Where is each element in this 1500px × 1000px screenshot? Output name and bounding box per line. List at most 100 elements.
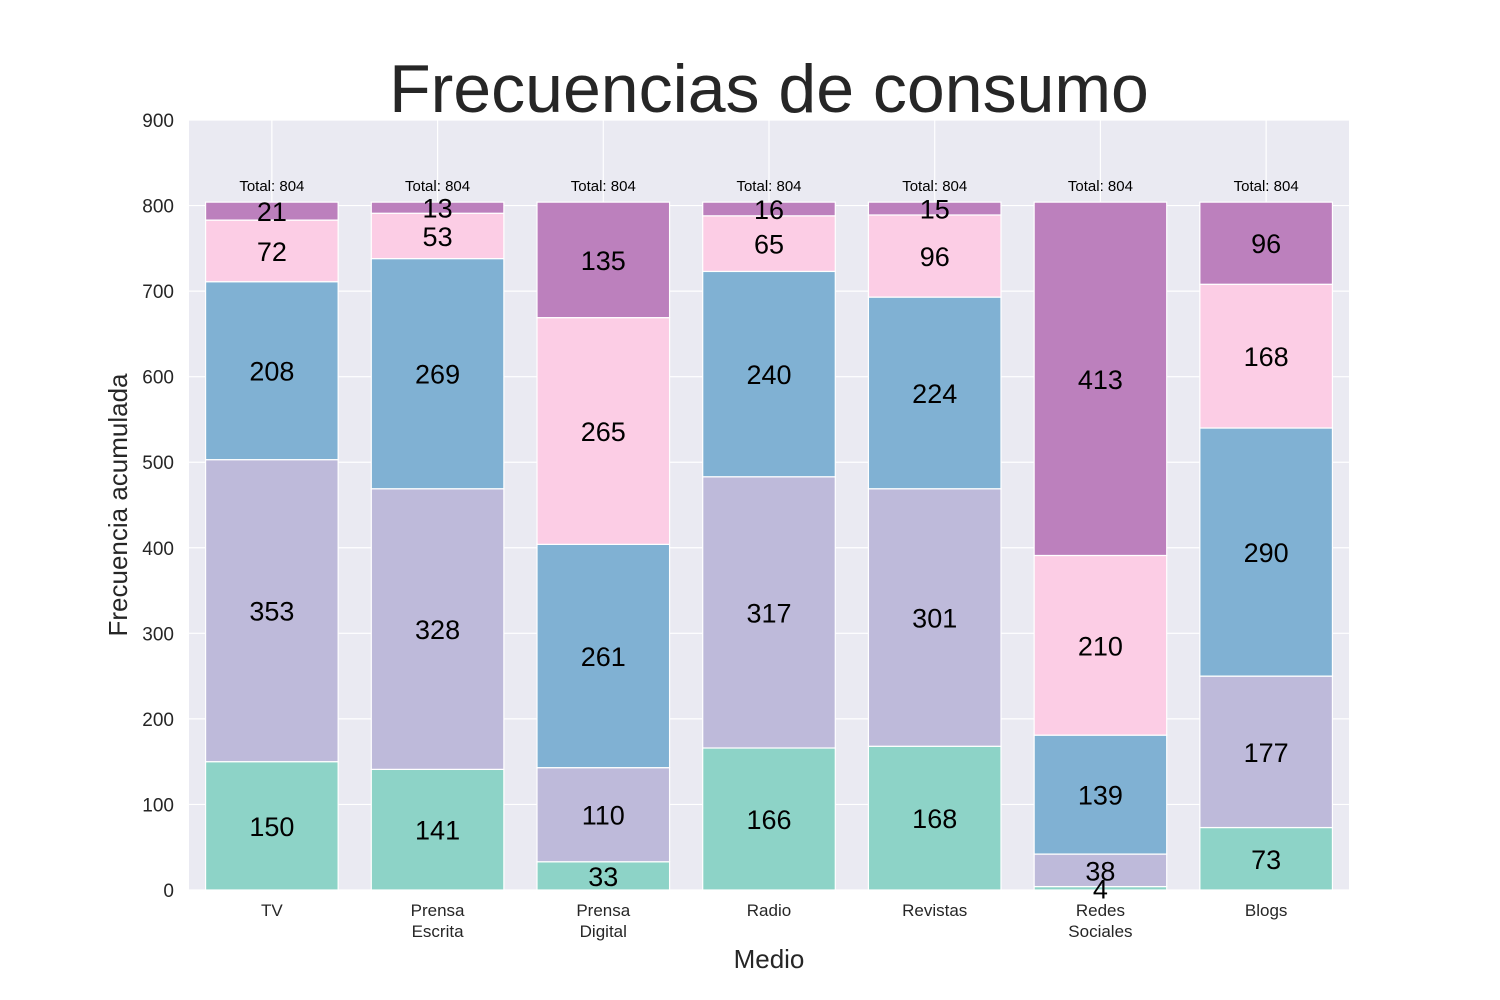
x-tick-label: Blogs: [1245, 901, 1288, 920]
bar-total-label: Total: 804: [239, 178, 304, 195]
x-tick-label: Radio: [747, 901, 791, 920]
x-tick-label: Digital: [580, 922, 627, 941]
bar-value-label: 353: [249, 597, 294, 627]
bar-segment: [867, 214, 1002, 298]
bar-total-label: Total: 804: [405, 178, 470, 195]
bar-value-label: 328: [415, 615, 460, 645]
x-tick-label: TV: [261, 901, 283, 920]
bar-segment: [536, 767, 671, 863]
bar-value-label: 269: [415, 360, 460, 390]
bar-value-label: 21: [257, 197, 287, 227]
bar-value-label: 150: [249, 812, 294, 842]
x-tick-label: Revistas: [902, 901, 967, 920]
bar-value-label: 53: [423, 222, 453, 252]
bar-value-label: 413: [1078, 365, 1123, 395]
y-axis-ticks: 0 100 200 300 400 500 600 700 800 900: [142, 111, 174, 902]
bar-value-label: 73: [1251, 845, 1281, 875]
bar-segment: [370, 768, 505, 891]
bar-value-label: 166: [746, 805, 791, 835]
bar-segment: [370, 258, 505, 490]
bar-total-label: Total: 804: [571, 178, 636, 195]
bar-value-label: 38: [1085, 856, 1115, 886]
bar-segment: [204, 459, 339, 763]
x-axis-ticks: TV Prensa Escrita Prensa Digital Radio Revista…: [261, 901, 1287, 941]
bar-segment: [204, 219, 339, 283]
bar-value-label: 96: [920, 242, 950, 272]
bar-value-label: 33: [588, 862, 618, 892]
y-axis-label: Frecuencia acumulada: [103, 373, 133, 637]
bar-segment: [867, 296, 1002, 490]
bar-value-label: 224: [912, 379, 957, 409]
bar-value-label: 290: [1244, 538, 1289, 568]
bar-value-label: 4: [1093, 874, 1108, 904]
bar-segment: [867, 201, 1002, 216]
x-tick-label: Prensa: [411, 901, 465, 920]
bar-segment: [536, 317, 671, 545]
bar-value-label: 15: [920, 195, 950, 225]
y-tick-label: 900: [142, 111, 174, 132]
bar-value-label: 177: [1244, 738, 1289, 768]
y-tick-label: 700: [142, 282, 174, 303]
x-tick-label: Sociales: [1068, 922, 1132, 941]
bar-value-label: 16: [754, 195, 784, 225]
bar-value-label: 301: [912, 604, 957, 634]
bar-segment: [702, 201, 836, 217]
bar-total-label: Total: 804: [736, 178, 801, 195]
bar-segment: [1033, 201, 1168, 557]
x-tick-label: Escrita: [412, 922, 465, 941]
bar-value-label: 210: [1078, 631, 1123, 661]
y-tick-label: 200: [142, 710, 174, 731]
bar-value-label: 110: [582, 801, 625, 831]
bar-value-label: 168: [912, 804, 957, 834]
bar-value-label: 139: [1078, 781, 1123, 811]
bar-value-label: 96: [1251, 229, 1281, 259]
bar-segment: [867, 488, 1002, 747]
bar-segment: [204, 761, 339, 891]
y-tick-label: 0: [163, 881, 174, 902]
y-tick-label: 800: [142, 197, 174, 218]
bar-total-label: Total: 804: [1068, 178, 1133, 195]
bar-segment: [1199, 427, 1334, 677]
bar-value-label: 168: [1244, 342, 1289, 372]
bars: [204, 201, 1334, 891]
bar-segment: [1199, 675, 1334, 829]
bar-total-label: Total: 804: [1234, 178, 1299, 195]
bar-segment: [536, 543, 671, 769]
bar-value-label: 13: [423, 194, 453, 224]
bar-segment: [204, 201, 339, 221]
bar-value-label: 265: [581, 417, 626, 447]
bar-value-label: 135: [581, 246, 626, 276]
y-tick-label: 500: [142, 453, 174, 474]
bar-total-label: Total: 804: [902, 178, 967, 195]
bar-segment: [1033, 853, 1168, 888]
bar-segment: [370, 212, 505, 260]
bar-segment: [1199, 826, 1334, 891]
bar-segment: [702, 476, 836, 749]
bar-segment: [1199, 283, 1334, 429]
bar-value-label: 208: [249, 357, 294, 387]
bar-value-label: 317: [746, 598, 791, 628]
bar-value-label: 65: [754, 230, 784, 260]
bar-segment: [1199, 201, 1334, 285]
bar-value-label: 240: [746, 360, 791, 390]
x-tick-label: Prensa: [576, 901, 630, 920]
bar-value-label: 261: [581, 642, 626, 672]
bar-segment: [702, 747, 836, 891]
x-axis-label: Medio: [734, 944, 805, 974]
bar-segment: [536, 201, 671, 319]
bar-segment: [370, 201, 505, 214]
bar-value-label: 72: [257, 237, 287, 267]
bar-segment: [204, 281, 339, 461]
y-tick-label: 100: [142, 795, 174, 816]
bar-segment: [370, 488, 505, 770]
chart-title: Frecuencias de consumo: [389, 51, 1149, 127]
x-tick-label: Redes: [1076, 901, 1125, 920]
bar-value-label: 141: [415, 816, 460, 846]
y-tick-label: 300: [142, 624, 174, 645]
bar-segment: [702, 215, 836, 273]
bar-segment: [702, 270, 836, 478]
bar-segment: [867, 745, 1002, 891]
y-tick-label: 400: [142, 539, 174, 560]
